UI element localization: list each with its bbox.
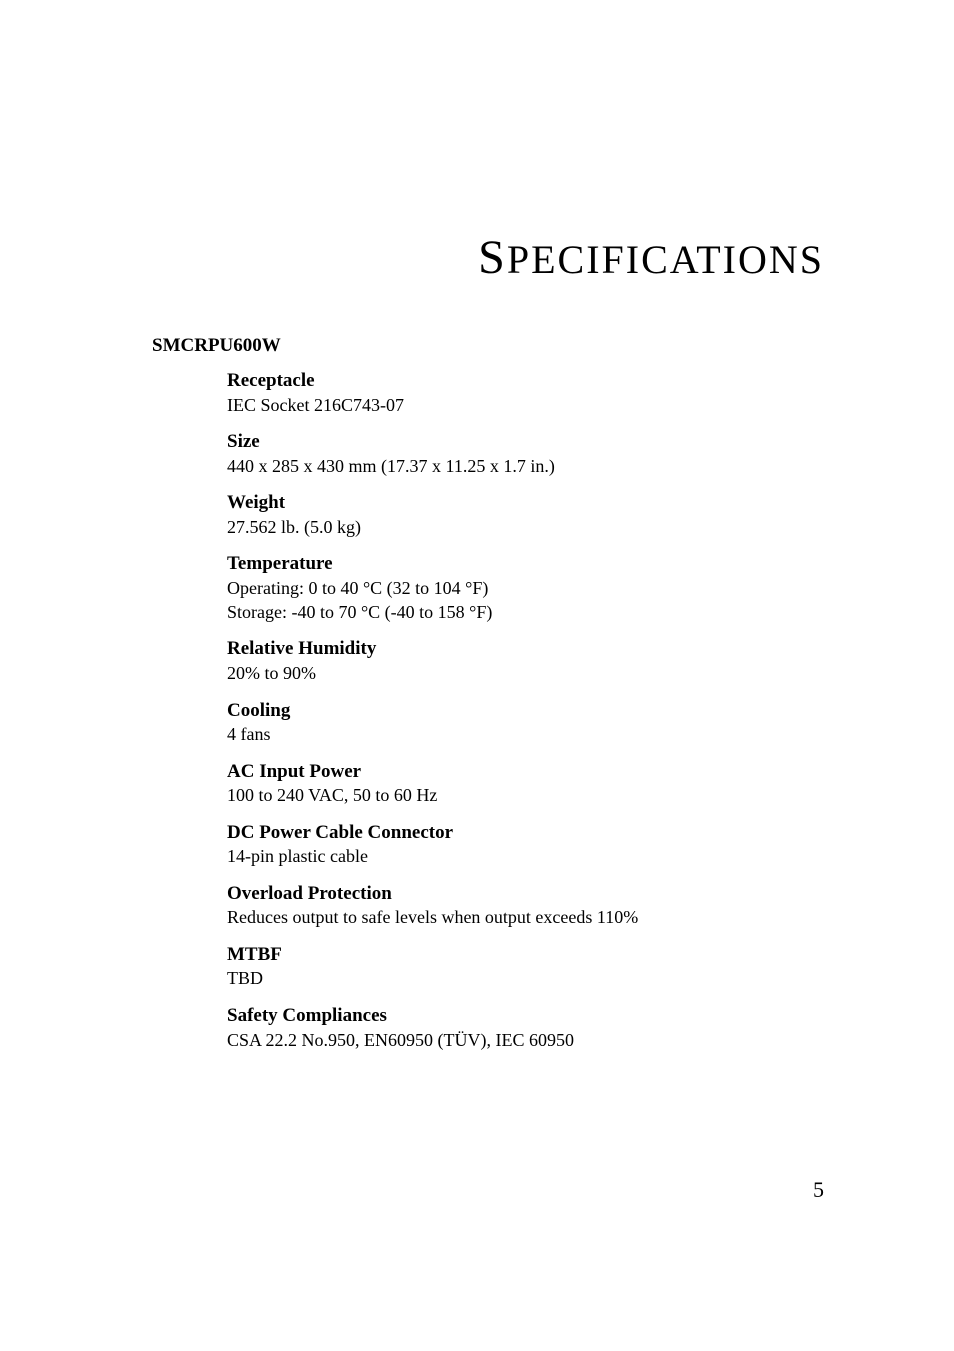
spec-value: Storage: -40 to 70 °C (-40 to 158 °F) — [227, 600, 824, 624]
spec-label: Weight — [227, 491, 824, 515]
spec-value: 27.562 lb. (5.0 kg) — [227, 515, 824, 539]
spec-cooling: Cooling 4 fans — [227, 699, 824, 747]
spec-value: TBD — [227, 966, 824, 990]
spec-label: Size — [227, 430, 824, 454]
spec-temperature: Temperature Operating: 0 to 40 °C (32 to… — [227, 552, 824, 624]
spec-value: Reduces output to safe levels when outpu… — [227, 905, 824, 929]
spec-label: Temperature — [227, 552, 824, 576]
spec-value: IEC Socket 216C743-07 — [227, 393, 824, 417]
spec-value: 4 fans — [227, 722, 824, 746]
spec-mtbf: MTBF TBD — [227, 943, 824, 991]
specs-section: Receptacle IEC Socket 216C743-07 Size 44… — [227, 369, 824, 1052]
spec-label: Relative Humidity — [227, 637, 824, 661]
spec-value: 14-pin plastic cable — [227, 844, 824, 868]
spec-label: Receptacle — [227, 369, 824, 393]
page-title: SPECIFICATIONS — [152, 230, 824, 285]
spec-value: Operating: 0 to 40 °C (32 to 104 °F) — [227, 576, 824, 600]
spec-overload: Overload Protection Reduces output to sa… — [227, 882, 824, 930]
spec-weight: Weight 27.562 lb. (5.0 kg) — [227, 491, 824, 539]
spec-label: AC Input Power — [227, 760, 824, 784]
spec-receptacle: Receptacle IEC Socket 216C743-07 — [227, 369, 824, 417]
page-number: 5 — [813, 1177, 824, 1203]
spec-dc-cable: DC Power Cable Connector 14-pin plastic … — [227, 821, 824, 869]
spec-value: CSA 22.2 No.950, EN60950 (TÜV), IEC 6095… — [227, 1028, 824, 1052]
spec-label: MTBF — [227, 943, 824, 967]
model-heading: SMCRPU600W — [152, 335, 824, 357]
spec-ac-input: AC Input Power 100 to 240 VAC, 50 to 60 … — [227, 760, 824, 808]
spec-label: Cooling — [227, 699, 824, 723]
spec-value: 20% to 90% — [227, 661, 824, 685]
title-rest: PECIFICATIONS — [507, 237, 824, 282]
spec-value: 100 to 240 VAC, 50 to 60 Hz — [227, 783, 824, 807]
spec-label: Safety Compliances — [227, 1004, 824, 1028]
spec-humidity: Relative Humidity 20% to 90% — [227, 637, 824, 685]
document-page: SPECIFICATIONS SMCRPU600W Receptacle IEC… — [0, 0, 954, 1351]
spec-label: DC Power Cable Connector — [227, 821, 824, 845]
title-cap: S — [478, 231, 507, 284]
spec-size: Size 440 x 285 x 430 mm (17.37 x 11.25 x… — [227, 430, 824, 478]
spec-label: Overload Protection — [227, 882, 824, 906]
spec-safety: Safety Compliances CSA 22.2 No.950, EN60… — [227, 1004, 824, 1052]
spec-value: 440 x 285 x 430 mm (17.37 x 11.25 x 1.7 … — [227, 454, 824, 478]
